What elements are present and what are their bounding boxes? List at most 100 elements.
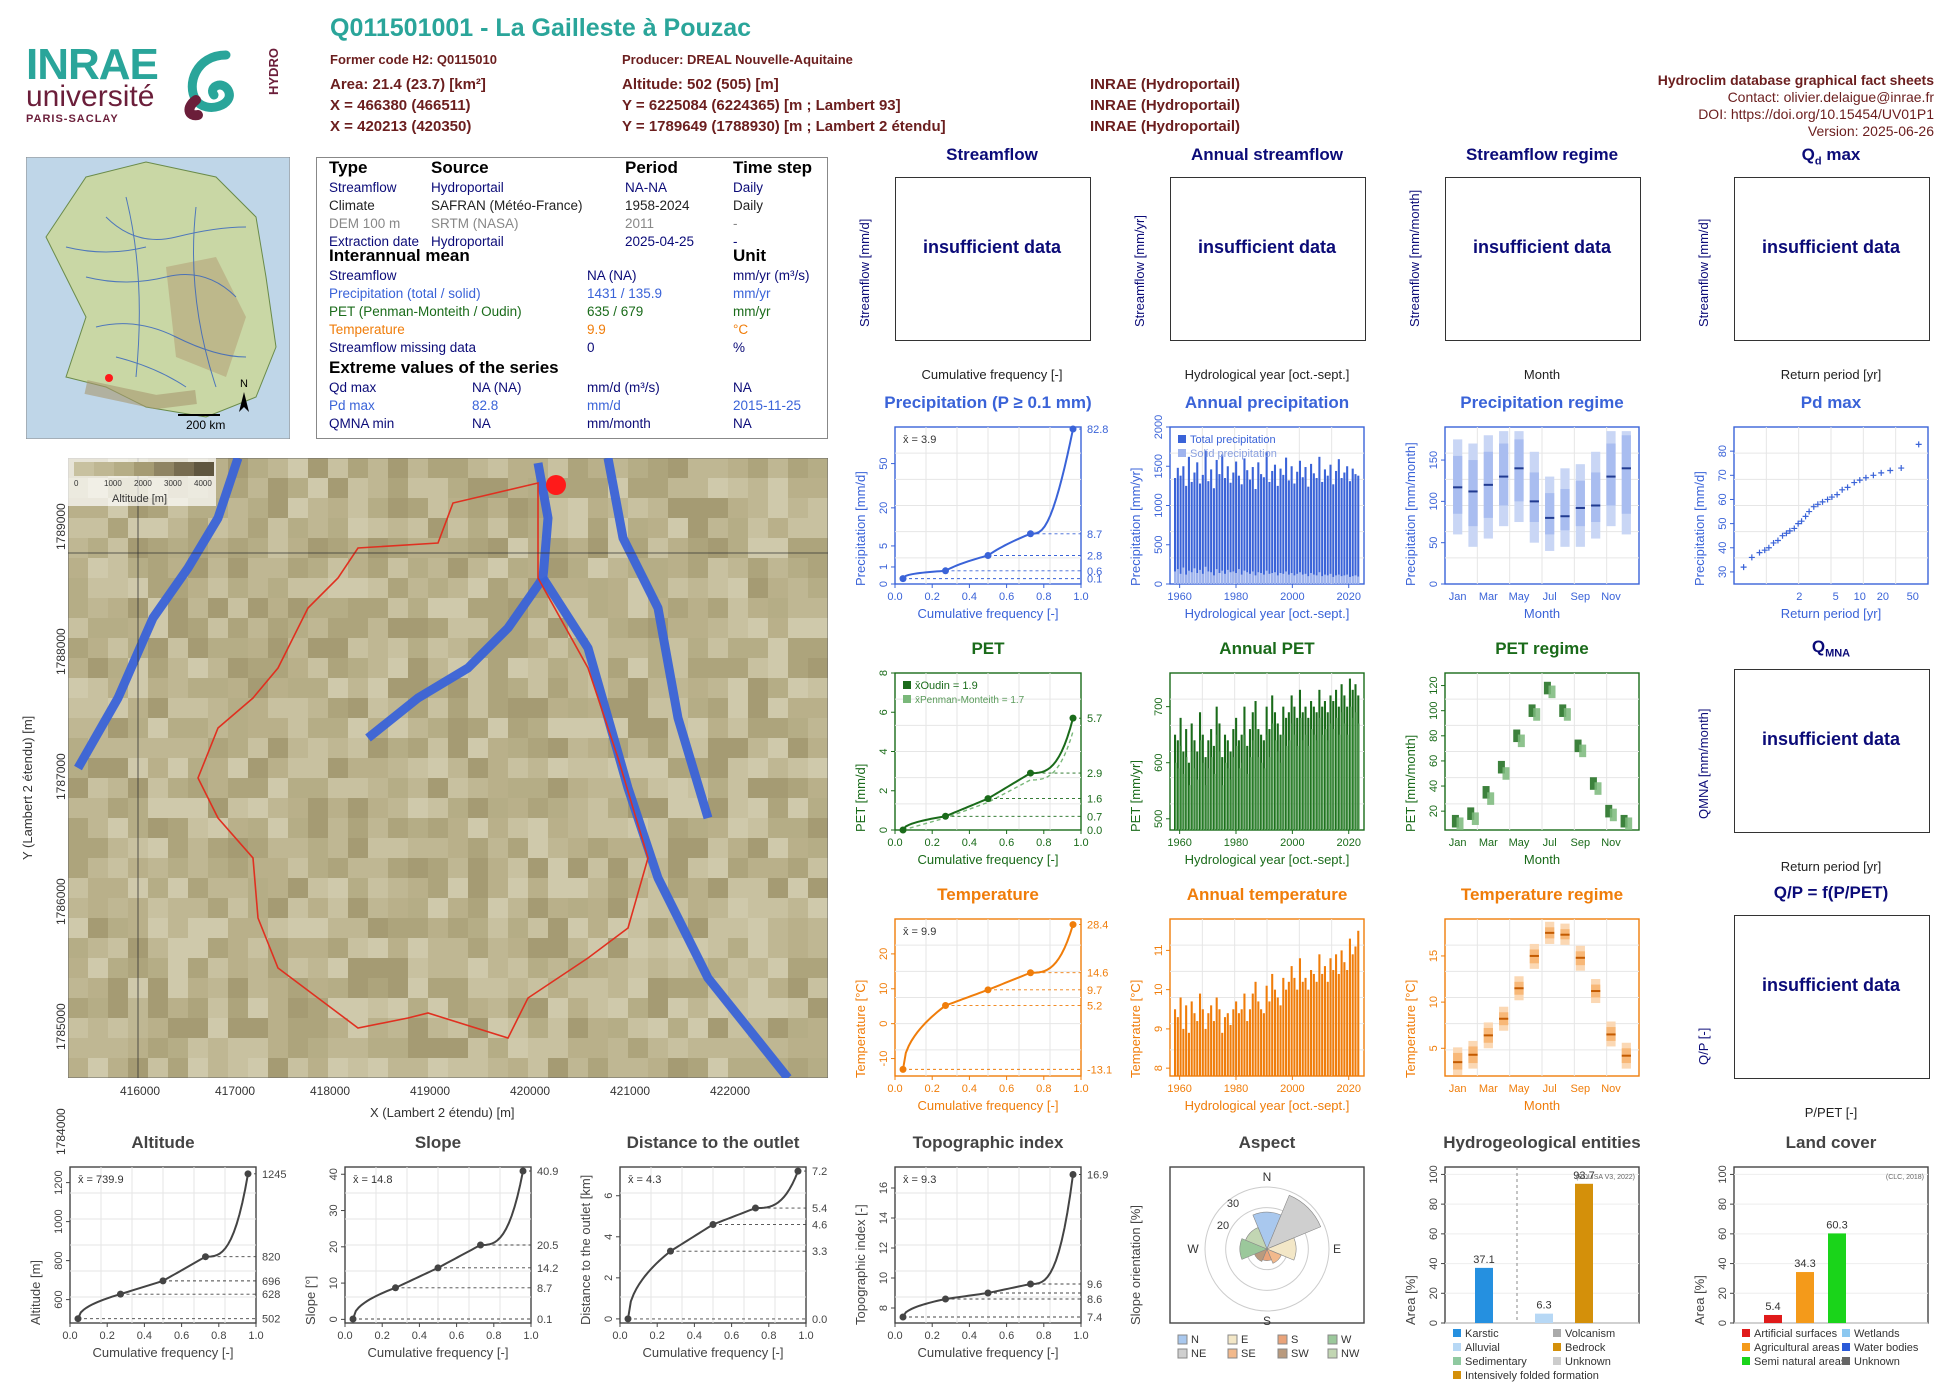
right-tick: 2.8 [1087, 551, 1102, 563]
category-bar [1764, 1314, 1782, 1323]
solid-bar [1301, 574, 1304, 584]
annual-bar [1198, 483, 1202, 584]
panel-ylabel: Streamflow [mm/d] [857, 218, 872, 327]
penman-bar [1327, 740, 1330, 830]
extreme-cell: NA [472, 416, 491, 431]
annual_precip-title: Annual precipitation [1184, 393, 1350, 412]
solid-bar [1279, 573, 1282, 584]
x-tick: 0.6 [999, 1330, 1014, 1342]
doi-link[interactable]: DOI: https://doi.org/10.15454/UV01P1 [1698, 106, 1934, 122]
penman-bar [1249, 757, 1252, 830]
penman-bar [1199, 740, 1202, 830]
panel-ylabel: Q/P [-] [1696, 1027, 1711, 1065]
x-tick: 0.8 [1036, 1083, 1051, 1095]
temp_cdf-xlabel: Cumulative frequency [-] [917, 1098, 1059, 1113]
right-tick: 8.7 [537, 1283, 552, 1295]
pet_cdf-svg: 5.7 2.9 1.6 0.7 0.0 x̄Oudin = 1.9 x̄Penman-Mon… [878, 670, 1102, 849]
annual-bar [1293, 483, 1296, 584]
y-tick: 0 [878, 1021, 890, 1027]
cdf-point [349, 1315, 357, 1323]
info-cell: 2011 [625, 216, 655, 231]
right-tick: 28.4 [1087, 920, 1108, 932]
altitude_cdf-title: Altitude [131, 1133, 195, 1152]
rose-sector [1266, 1194, 1322, 1250]
annual-bar [1315, 478, 1318, 584]
solid-bar [1357, 576, 1360, 584]
y-tick: 9 [1153, 1026, 1165, 1032]
right-tick: 4.6 [812, 1219, 827, 1231]
contact-link[interactable]: Contact: olivier.delaigue@inrae.fr [1727, 89, 1934, 105]
y-tick: 1200 [53, 1170, 65, 1194]
y-tick: 30 [1717, 566, 1729, 578]
x-tick: 1960 [1167, 591, 1191, 603]
annual-bar [1287, 480, 1290, 584]
bigmap-ytick: 1787000 [54, 753, 68, 800]
right-tick: -13.1 [1087, 1064, 1112, 1076]
right-tick: 7.2 [812, 1166, 827, 1178]
solid-bar [1298, 572, 1302, 584]
annual-bar [1223, 1017, 1227, 1076]
it-source-h: Source [431, 158, 489, 177]
annual-bar [1279, 468, 1282, 584]
annual-bar [1337, 973, 1340, 1076]
annual-bar [1326, 475, 1329, 584]
altitude_cdf-xlabel: Cumulative frequency [-] [92, 1345, 234, 1360]
solid-bar [1237, 569, 1240, 584]
slope_cdf-ylabel: Slope [°] [303, 1275, 318, 1325]
pdmax-point [1802, 513, 1809, 520]
penman-bar [1191, 751, 1194, 830]
catchment-map-svg: 0 1000 2000 3000 4000 Altitude [m] [67, 456, 829, 1081]
station-marker [105, 374, 113, 382]
extreme-cell: mm/d [587, 398, 621, 413]
solid-bar [1190, 572, 1193, 584]
annual_pet-title: Annual PET [1219, 639, 1315, 658]
y-tick: 12 [878, 1242, 890, 1254]
y-tick: 10 [328, 1277, 340, 1289]
penman-bar [1305, 734, 1307, 830]
cdf-point [942, 1002, 949, 1010]
pdmax-point [1915, 441, 1922, 448]
rose-legend: NW [1341, 1348, 1360, 1360]
x-tick: 1.0 [1073, 1330, 1088, 1342]
y-tick: 2 [878, 788, 890, 794]
annual-bar [1221, 454, 1224, 584]
source-2: INRAE (Hydroportail) [1090, 97, 1240, 114]
rose-sector [1245, 1227, 1268, 1250]
cdf-point [159, 1277, 167, 1285]
insufficient-data-label: insufficient data [1761, 237, 1900, 257]
precip_regime-title: Precipitation regime [1460, 393, 1624, 412]
x-tick: Jan [1449, 837, 1467, 849]
x-tick: 0.0 [337, 1330, 352, 1342]
annual-bar [1223, 478, 1227, 584]
solid-bar [1293, 575, 1296, 584]
annual-bar [1251, 467, 1254, 584]
pdmax-point [1862, 474, 1869, 481]
penman-bar [1335, 717, 1338, 830]
annual-bar [1226, 466, 1229, 584]
penman-bar [1269, 757, 1271, 830]
x-tick: 0.6 [449, 1330, 464, 1342]
y-tick: 20 [1428, 1287, 1440, 1299]
solid-bar [1310, 573, 1313, 584]
rose-legend: NE [1191, 1348, 1206, 1360]
x-tick: 0.2 [100, 1330, 115, 1342]
x-tick: 0.2 [925, 591, 940, 603]
category-legend: Bedrock [1565, 1342, 1606, 1354]
penman-bar [1266, 734, 1268, 830]
solid-bar [1343, 575, 1346, 584]
mean-label: x̄ = 739.9 [78, 1174, 124, 1186]
pdmax-point [1856, 477, 1863, 484]
category-legend: Intensively folded formation [1465, 1370, 1599, 1382]
extreme-cell: QMNA min [329, 416, 395, 431]
panel-frame [1445, 177, 1641, 341]
cdf-point [899, 826, 907, 834]
solid-bar [1265, 570, 1268, 584]
right-tick: 0.7 [1087, 811, 1102, 823]
annual-bar [1215, 997, 1218, 1076]
category-bar [1475, 1267, 1493, 1323]
france-minimap: 200 km N [26, 157, 290, 439]
panel-frame [1734, 177, 1930, 341]
annual-bar [1248, 479, 1252, 584]
penman-bar [1244, 734, 1246, 830]
